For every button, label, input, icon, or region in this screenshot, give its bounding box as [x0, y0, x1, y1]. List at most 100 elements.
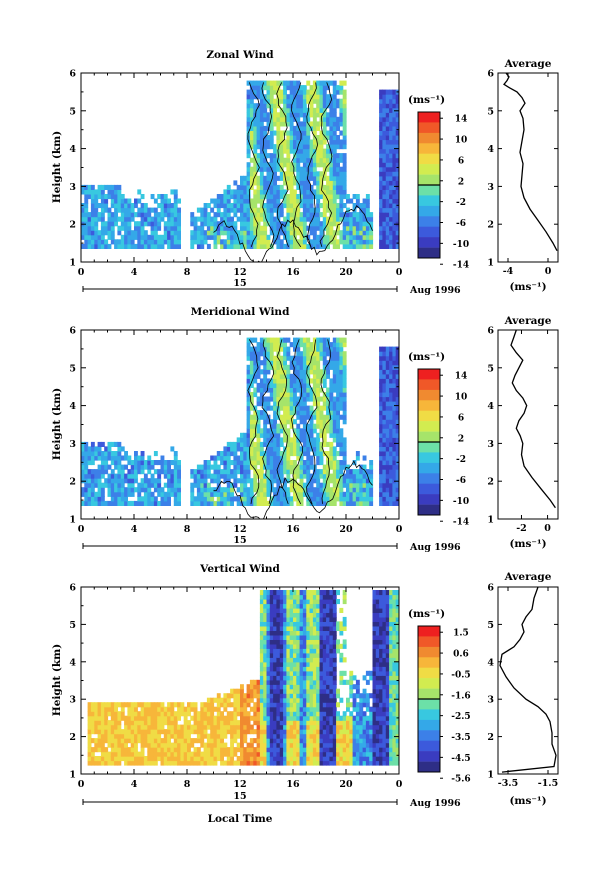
heatmap-cell: [130, 203, 135, 209]
heatmap-cell: [269, 441, 274, 447]
heatmap-cell: [263, 207, 268, 213]
heatmap-cell: [342, 234, 347, 240]
heatmap-cell: [269, 702, 274, 708]
heatmap-cell: [296, 414, 301, 420]
heatmap-cell: [150, 239, 155, 245]
heatmap-cell: [283, 679, 287, 685]
heatmap-cell: [177, 729, 181, 735]
heatmap-cell: [379, 207, 383, 213]
heatmap-cell: [269, 464, 274, 470]
heatmap-cell: [316, 107, 321, 113]
heatmap-cell: [100, 500, 105, 506]
heatmap-cell: [296, 724, 301, 730]
heatmap-cell: [302, 684, 307, 690]
heatmap-cell: [385, 89, 390, 95]
heatmap-cell: [286, 382, 291, 388]
heatmap-cell: [143, 221, 148, 227]
contour-line: [247, 339, 260, 504]
heatmap-cell: [253, 469, 258, 475]
heatmap-cell: [312, 157, 317, 163]
heatmap-cell: [87, 491, 92, 497]
heatmap-cell: [114, 747, 118, 753]
heatmap-cell: [316, 203, 321, 209]
heatmap-cell: [326, 487, 330, 493]
heatmap-cell: [293, 396, 297, 402]
heatmap-cell: [246, 396, 251, 402]
heatmap-cell: [259, 121, 264, 127]
heatmap-cell: [302, 184, 307, 190]
heatmap-cell: [273, 657, 277, 663]
heatmap-cell: [84, 239, 89, 245]
heatmap-cell: [110, 203, 115, 209]
heatmap-cell: [100, 451, 105, 457]
heatmap-cell: [326, 464, 330, 470]
heatmap-cell: [355, 203, 360, 209]
heatmap-cell: [253, 729, 258, 735]
heatmap-cell: [249, 144, 254, 150]
heatmap-cell: [392, 139, 397, 145]
heatmap-cell: [395, 116, 399, 122]
heatmap-cell: [137, 207, 142, 213]
heatmap-cell: [167, 469, 171, 475]
heatmap-cell: [266, 342, 271, 348]
heatmap-cell: [283, 346, 287, 352]
heatmap-cell: [306, 464, 311, 470]
heatmap-cell: [389, 239, 393, 245]
heatmap-cell: [365, 500, 370, 506]
heatmap-cell: [259, 724, 264, 730]
heatmap-cell: [312, 679, 317, 685]
heatmap-cell: [127, 500, 132, 506]
heatmap-cell: [332, 175, 337, 181]
heatmap-cell: [230, 239, 234, 245]
heatmap-cell: [273, 697, 277, 703]
heatmap-cell: [97, 184, 102, 190]
heatmap-cell: [210, 697, 215, 703]
heatmap-cell: [253, 85, 258, 91]
heatmap-cell: [196, 216, 201, 222]
heatmap-cell: [226, 225, 231, 231]
heatmap-cell: [253, 441, 258, 447]
heatmap-cell: [286, 603, 291, 609]
heatmap-cell: [273, 469, 277, 475]
heatmap-cell: [266, 207, 271, 213]
heatmap-cell: [177, 491, 181, 497]
heatmap-cell: [336, 337, 340, 343]
heatmap-cell: [246, 469, 251, 475]
heatmap-cell: [246, 729, 251, 735]
heatmap-cell: [256, 679, 261, 685]
heatmap-cell: [253, 500, 258, 506]
heatmap-cell: [223, 243, 228, 249]
heatmap-cell: [137, 751, 142, 757]
heatmap-cell: [170, 711, 175, 717]
heatmap-cell: [379, 175, 383, 181]
heatmap-cell: [240, 441, 244, 447]
heatmap-cell: [389, 98, 393, 104]
heatmap-cell: [302, 116, 307, 122]
heatmap-cell: [206, 482, 211, 488]
heatmap-cell: [150, 464, 155, 470]
heatmap-cell: [382, 355, 387, 361]
heatmap-cell: [140, 711, 145, 717]
heatmap-cell: [293, 652, 297, 658]
heatmap-cell: [385, 355, 390, 361]
x-tick-label: 4: [131, 267, 138, 278]
heatmap-cell: [263, 590, 268, 596]
chart-title: Meridional Wind: [191, 306, 290, 318]
heatmap-cell: [256, 162, 261, 168]
heatmap-cell: [110, 747, 115, 753]
heatmap-cell: [256, 738, 261, 744]
heatmap-cell: [233, 189, 238, 195]
heatmap-cell: [385, 423, 390, 429]
heatmap-cell: [246, 239, 251, 245]
heatmap-cell: [306, 189, 311, 195]
heatmap-cell: [312, 162, 317, 168]
colorbar-swatch: [418, 421, 440, 432]
heatmap-cell: [289, 760, 294, 766]
heatmap-cell: [216, 207, 221, 213]
heatmap-cell: [269, 405, 274, 411]
heatmap-cell: [329, 360, 334, 366]
heatmap-cell: [296, 342, 301, 348]
heatmap-cell: [369, 464, 374, 470]
heatmap-cell: [293, 342, 297, 348]
heatmap-cell: [157, 500, 162, 506]
